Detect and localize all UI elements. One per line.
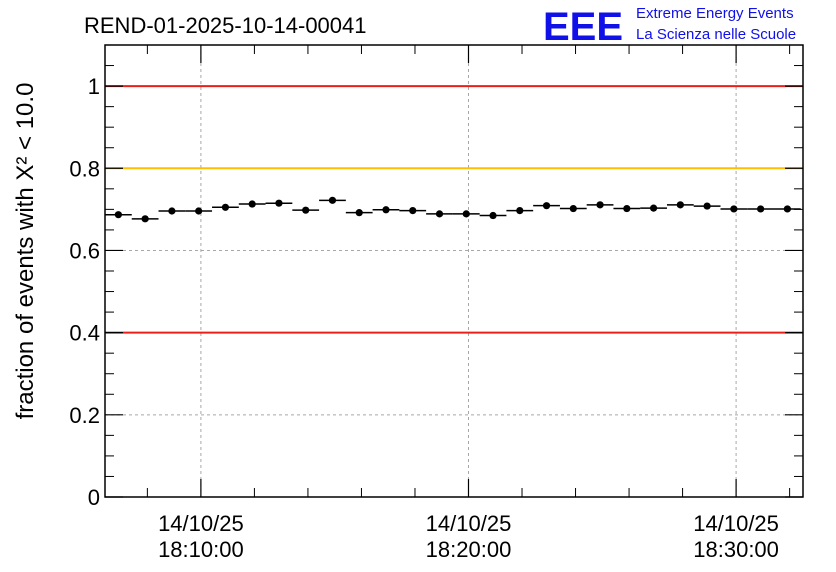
data-point [328,196,337,204]
y-tick-label: 0.4 [69,321,100,346]
data-point [435,210,444,218]
data-point [275,199,283,207]
data-point [114,211,122,219]
x-tick-date-label: 14/10/25 [158,511,244,536]
data-point [141,215,149,223]
y-tick-label: 0.6 [69,238,100,263]
data-point [221,203,230,211]
x-tick-time-label: 18:10:00 [158,537,244,562]
data-point [649,204,658,212]
plot-frame [104,44,804,498]
data-point [248,200,256,208]
brand-block: EEE Extreme Energy Events La Scienza nel… [543,5,796,49]
y-tick-label: 0 [88,485,100,510]
data-point [730,205,738,213]
y-axis-label: fraction of events with X² < 10.0 [12,83,39,420]
data-point [676,201,684,209]
data-point [703,202,711,210]
plot-area: 00.20.40.60.8114/10/2518:10:0014/10/2518… [69,44,804,562]
y-tick-label: 1 [88,74,100,99]
data-point [516,206,524,215]
y-tick-label: 0.8 [69,156,100,181]
data-point [542,202,551,210]
data-point [355,209,363,217]
data-point [596,201,604,209]
brand-logo: EEE [543,5,623,49]
data-point [623,204,631,213]
y-tick-label: 0.2 [69,403,100,428]
data-point [409,206,417,215]
data-point [569,204,577,213]
chart-title: REND-01-2025-10-14-00041 [84,13,367,38]
data-point [382,206,390,214]
x-tick-time-label: 18:20:00 [426,537,512,562]
data-point [489,211,497,220]
x-tick-date-label: 14/10/25 [426,511,512,536]
brand-line-1: Extreme Energy Events [636,5,794,22]
data-point [757,205,765,213]
x-tick-time-label: 18:30:00 [693,537,779,562]
brand-line-2: La Scienza nelle Scuole [636,26,796,43]
data-point [302,206,310,214]
data-point [783,205,791,213]
data-point [168,207,176,215]
data-point [462,210,470,218]
data-point [195,207,203,215]
x-tick-date-label: 14/10/25 [693,511,779,536]
